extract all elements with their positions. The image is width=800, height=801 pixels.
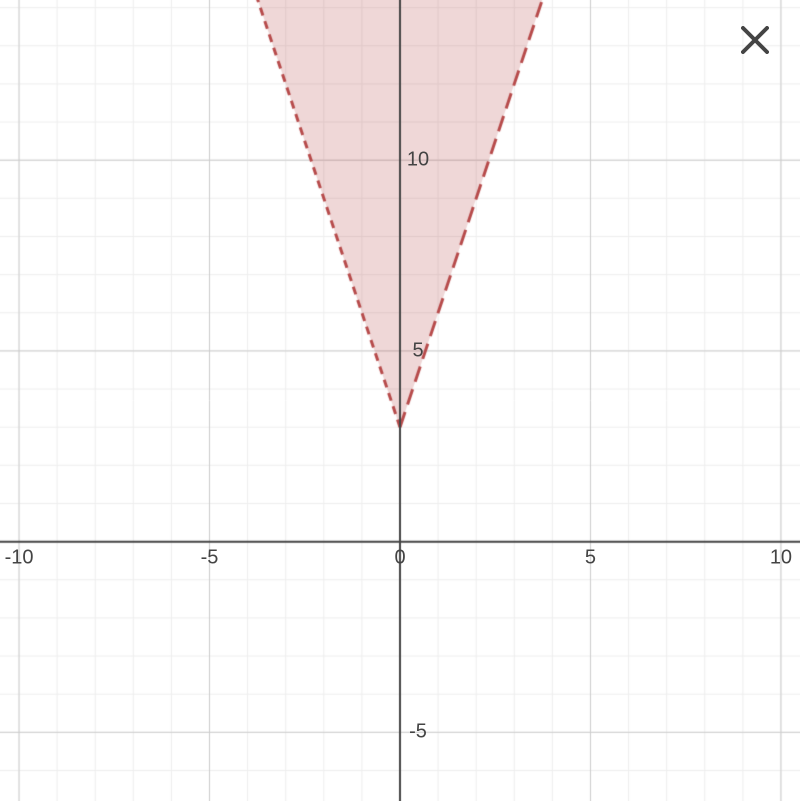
close-icon[interactable] [741,26,769,54]
axis-tick-label: 5 [585,546,596,569]
axis-tick-label: -5 [409,721,427,744]
axis-tick-label: 10 [407,149,429,172]
axis-tick-label: -5 [201,546,219,569]
axis-tick-label: 10 [770,546,792,569]
axis-tick-label: 5 [412,339,423,362]
axis-tick-label: 0 [394,546,405,569]
axis-tick-label: -10 [5,546,34,569]
graph-canvas [0,0,800,801]
close-icon-svg [741,26,769,54]
